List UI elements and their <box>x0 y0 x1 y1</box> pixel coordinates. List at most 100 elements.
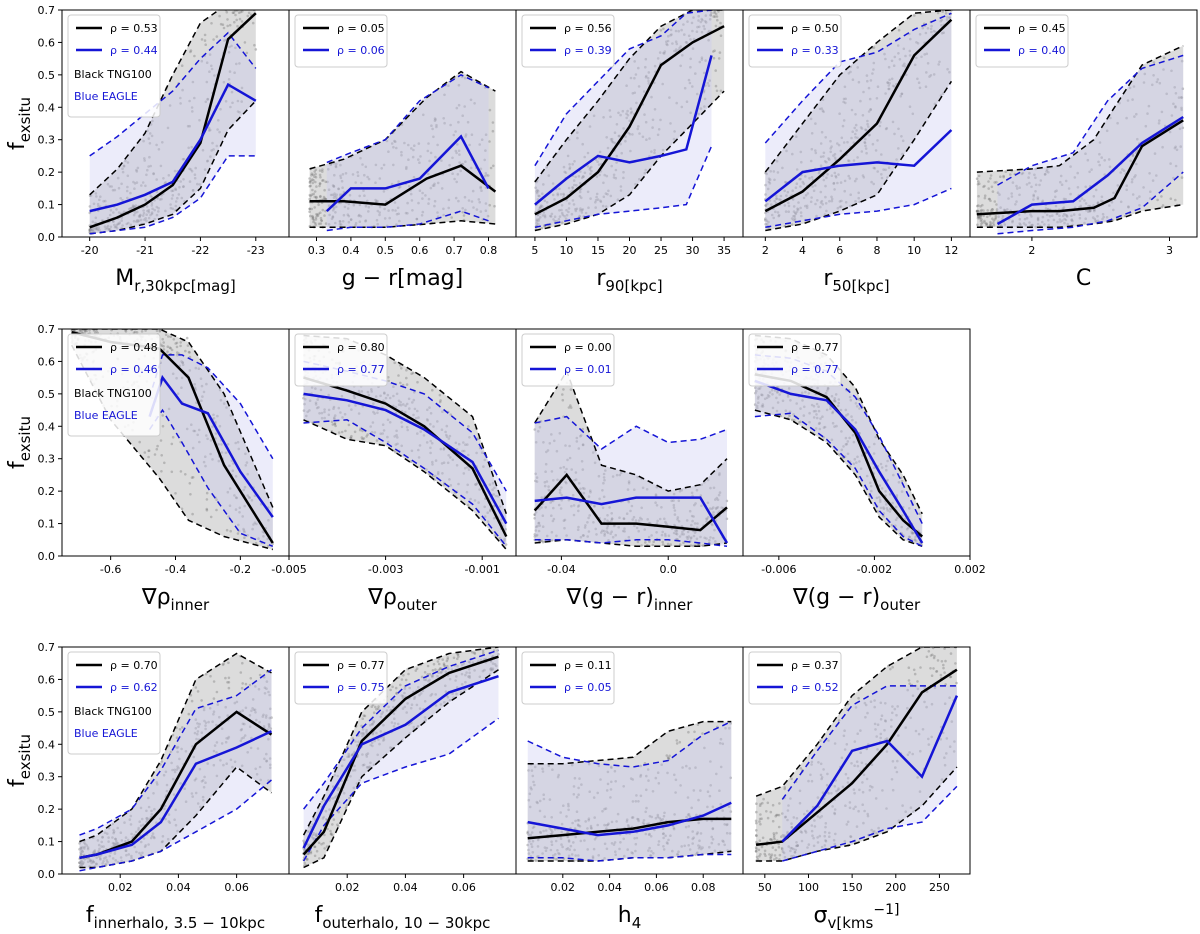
scatter-point <box>81 324 84 327</box>
scatter-point <box>913 63 917 67</box>
scatter-point <box>568 166 572 169</box>
scatter-point <box>438 393 442 397</box>
scatter-point <box>1079 204 1083 208</box>
scatter-point <box>995 208 999 211</box>
scatter-point <box>675 101 678 105</box>
scatter-point <box>814 202 817 206</box>
scatter-point <box>228 45 231 49</box>
scatter-point <box>837 173 840 176</box>
scatter-point <box>190 169 194 173</box>
scatter-point <box>105 226 109 229</box>
scatter-point <box>619 189 623 192</box>
scatter-point <box>203 39 207 42</box>
scatter-point <box>132 219 136 223</box>
scatter-point <box>574 207 577 211</box>
scatter-point <box>394 209 397 212</box>
scatter-point <box>867 86 871 90</box>
scatter-point <box>433 182 436 186</box>
scatter-point <box>126 174 130 178</box>
scatter-point <box>323 197 327 200</box>
scatter-point <box>833 188 836 191</box>
scatter-point <box>359 156 362 160</box>
scatter-point <box>534 525 538 529</box>
scatter-point <box>175 341 179 345</box>
scatter-point <box>1023 217 1027 221</box>
scatter-point <box>403 141 406 145</box>
scatter-point <box>672 531 676 535</box>
scatter-point <box>876 139 879 142</box>
scatter-point <box>426 408 429 412</box>
scatter-point <box>1151 179 1155 182</box>
scatter-point <box>1165 92 1168 96</box>
scatter-point <box>179 96 182 100</box>
scatter-point <box>98 326 101 329</box>
scatter-point <box>117 222 121 226</box>
scatter-point <box>140 184 143 187</box>
scatter-point <box>171 435 175 439</box>
scatter-point <box>338 222 342 226</box>
scatter-point <box>537 522 540 525</box>
scatter-point <box>669 33 672 37</box>
scatter-point <box>990 185 994 189</box>
scatter-point <box>89 229 93 232</box>
scatter-point <box>181 363 185 367</box>
scatter-point <box>235 496 238 500</box>
scatter-point <box>228 487 232 490</box>
scatter-point <box>240 86 244 90</box>
eagle-median-line <box>303 392 508 525</box>
scatter-point <box>187 350 191 354</box>
scatter-point <box>243 504 246 508</box>
scatter-point <box>1069 192 1072 196</box>
scatter-point <box>339 220 342 223</box>
scatter-point <box>491 488 494 492</box>
scatter-point <box>318 182 322 185</box>
scatter-point <box>571 199 575 202</box>
scatter-point <box>78 329 82 333</box>
y-axis-label: fexsitu <box>5 734 34 787</box>
scatter-point <box>203 168 207 171</box>
scatter-point <box>428 159 431 163</box>
scatter-point <box>768 178 772 181</box>
scatter-point <box>944 12 948 15</box>
scatter-point <box>1015 187 1019 190</box>
scatter-point <box>568 163 571 166</box>
scatter-point <box>486 174 490 177</box>
scatter-point <box>1046 207 1050 211</box>
label-part: ∇(g − r) <box>566 585 654 610</box>
scatter-point <box>1078 213 1081 216</box>
scatter-point <box>1086 158 1090 162</box>
scatter-point <box>602 529 606 533</box>
scatter-point <box>765 223 769 226</box>
scatter-point <box>629 149 632 153</box>
scatter-point <box>535 190 538 193</box>
scatter-point <box>429 186 433 190</box>
scatter-point <box>319 211 322 214</box>
x-tick-label: -0.4 <box>165 563 186 576</box>
scatter-point <box>179 180 182 183</box>
scatter-point <box>115 223 119 227</box>
scatter-point <box>586 521 589 524</box>
scatter-point <box>160 470 163 473</box>
scatter-point <box>864 147 868 150</box>
scatter-point <box>915 56 918 60</box>
scatter-point <box>208 53 212 56</box>
scatter-point <box>599 199 602 203</box>
scatter-point <box>248 496 251 500</box>
x-axis-label: r90[kpc] <box>596 266 662 295</box>
legend-source-eagle: Blue EAGLE <box>74 90 138 103</box>
scatter-point <box>189 493 192 496</box>
scatter-point <box>440 159 443 162</box>
scatter-point <box>567 138 571 141</box>
scatter-point <box>699 535 702 539</box>
scatter-point <box>152 172 155 176</box>
scatter-point <box>332 184 336 188</box>
scatter-point <box>582 491 586 495</box>
scatter-point <box>353 396 356 400</box>
scatter-point <box>206 437 209 441</box>
scatter-point <box>588 166 592 170</box>
scatter-point <box>926 27 930 30</box>
scatter-point <box>825 160 828 164</box>
tng-high-line <box>71 329 274 508</box>
scatter-point <box>615 161 618 164</box>
scatter-point <box>117 211 121 214</box>
